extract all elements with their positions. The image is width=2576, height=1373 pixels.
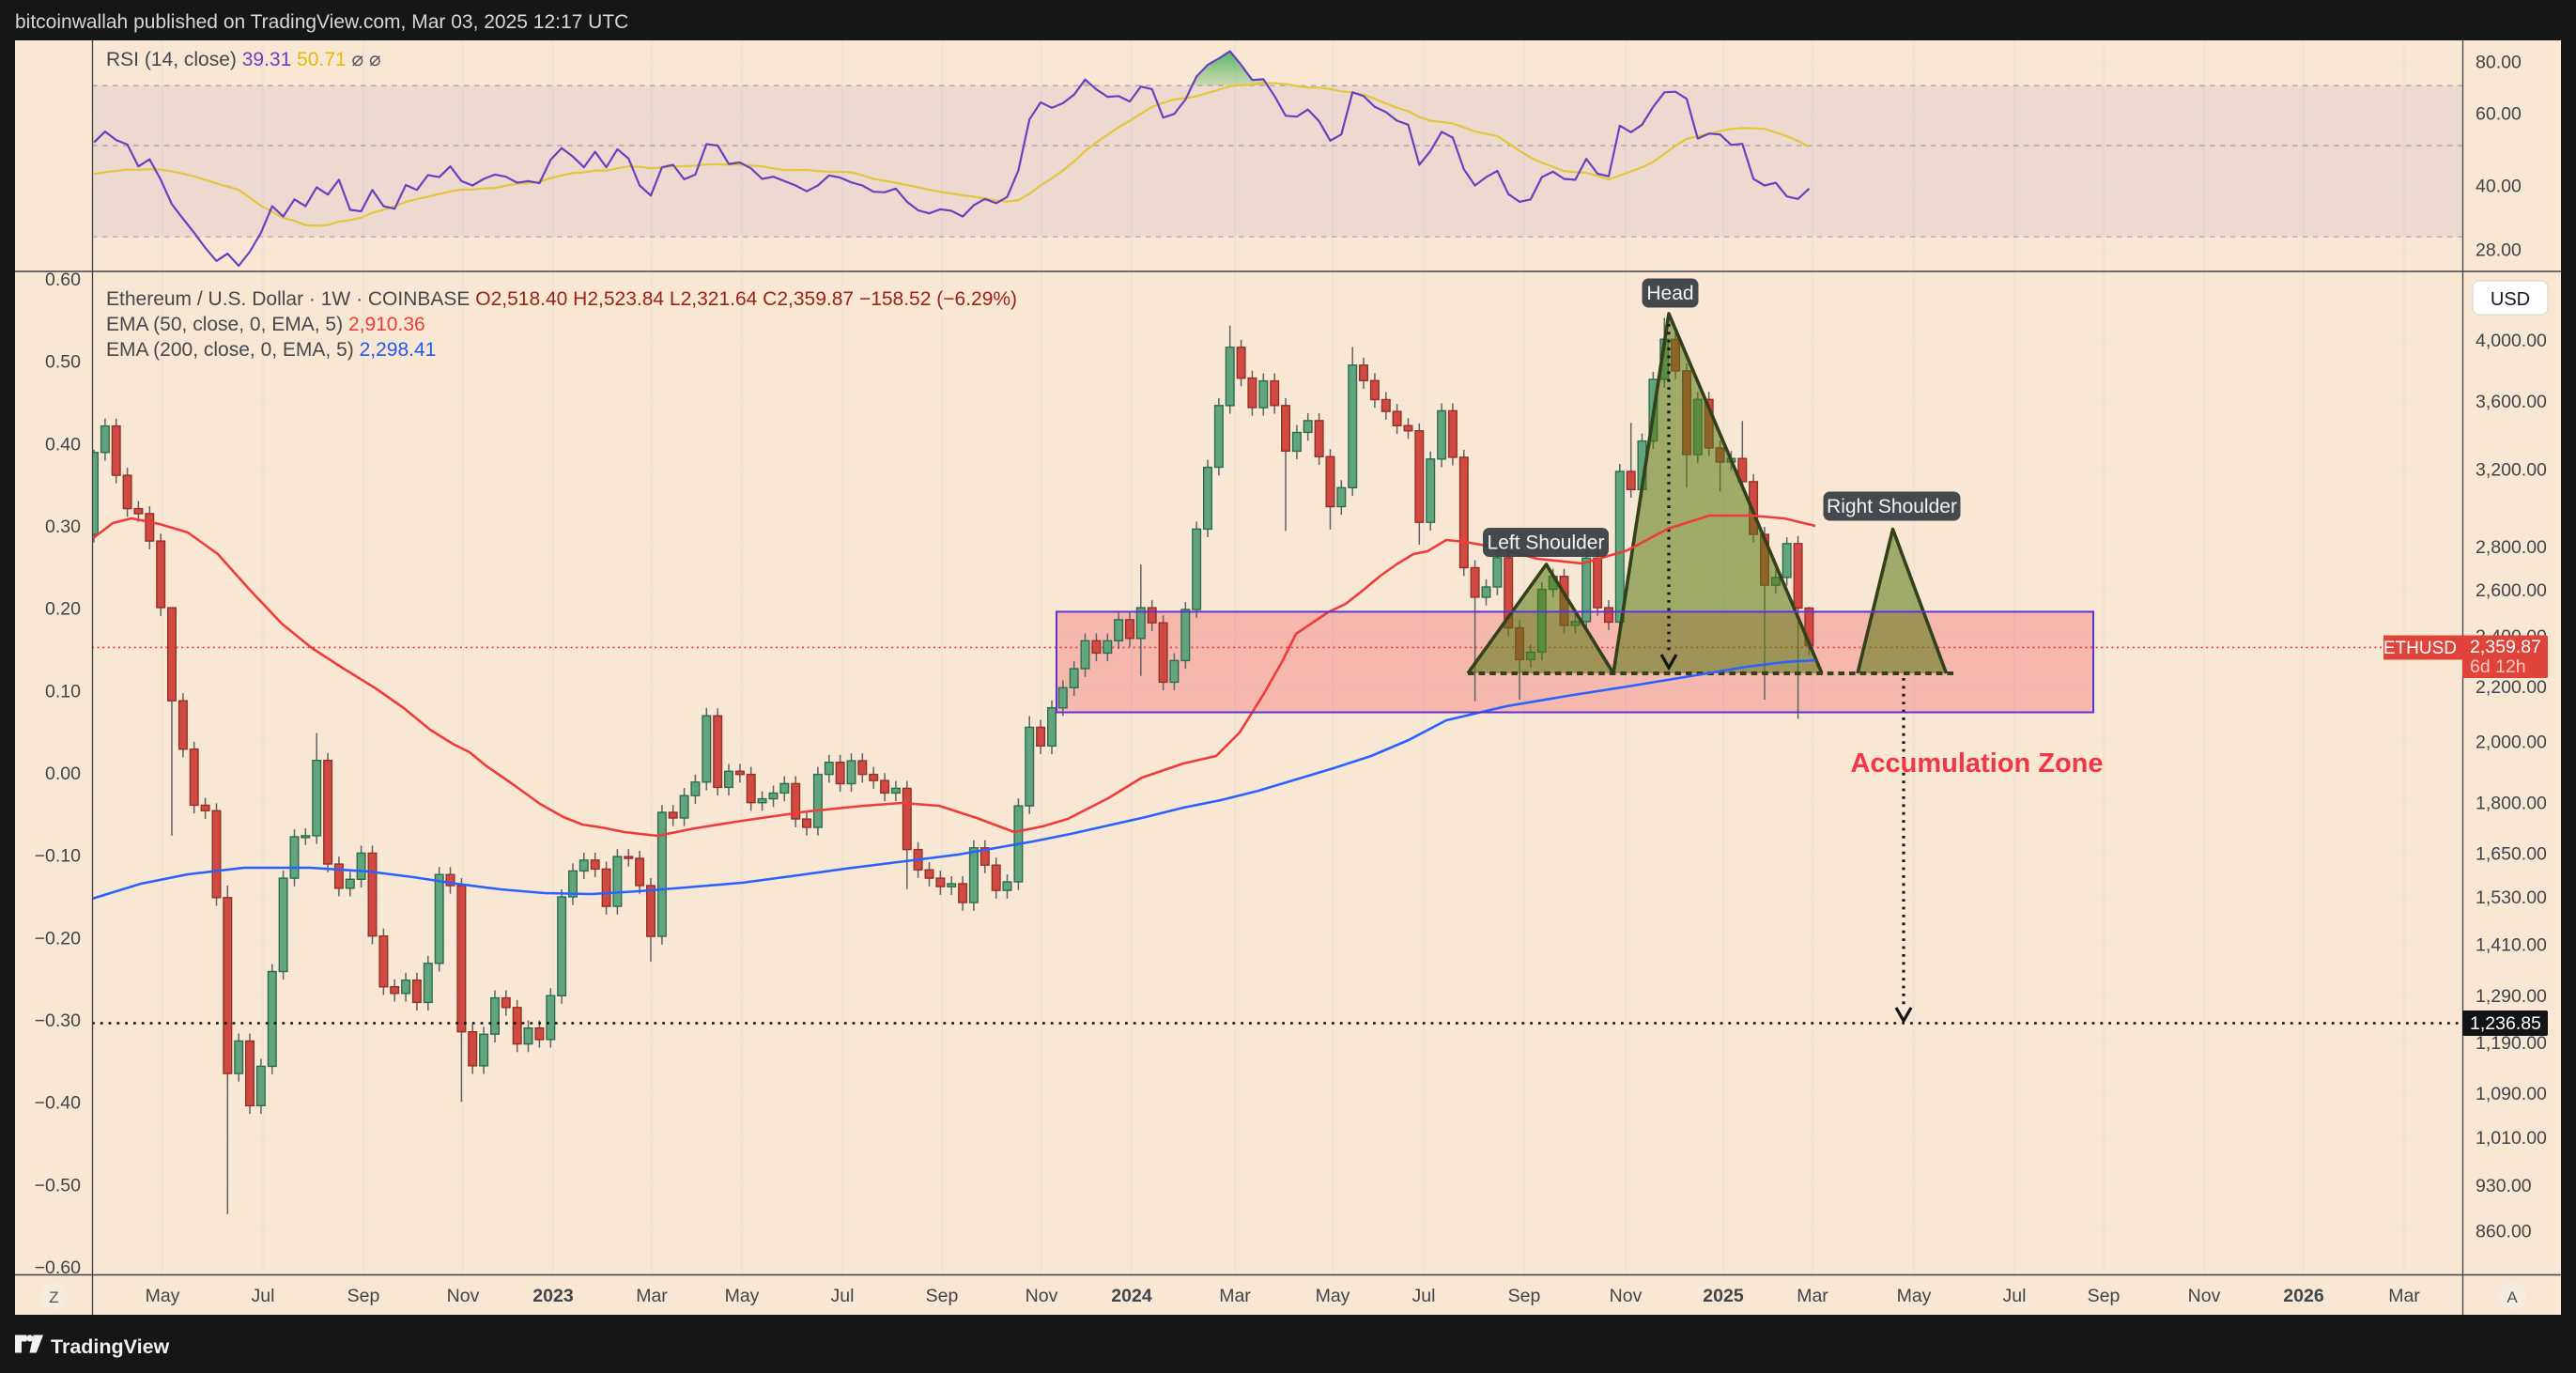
svg-text:0.40: 0.40 [45, 434, 81, 455]
svg-text:60.00: 60.00 [2476, 103, 2522, 124]
svg-text:TradingView: TradingView [51, 1335, 170, 1358]
svg-text:Mar: Mar [636, 1286, 668, 1306]
svg-text:Mar: Mar [1219, 1286, 1251, 1306]
svg-text:USD: USD [2491, 289, 2530, 310]
svg-text:−0.60: −0.60 [35, 1257, 81, 1278]
svg-text:Jul: Jul [252, 1286, 275, 1306]
svg-text:May: May [1897, 1286, 1932, 1306]
svg-text:0.00: 0.00 [45, 764, 81, 784]
svg-text:2025: 2025 [1703, 1286, 1744, 1306]
svg-text:1,236.85: 1,236.85 [2470, 1013, 2541, 1034]
svg-text:Left Shoulder: Left Shoulder [1488, 532, 1605, 554]
svg-text:−0.20: −0.20 [35, 928, 81, 949]
svg-text:EMA (200, close, 0, EMA, 5) 2: EMA (200, close, 0, EMA, 5) 2,298.41 [106, 339, 436, 361]
svg-text:Sep: Sep [926, 1286, 959, 1306]
svg-text:−0.50: −0.50 [35, 1175, 81, 1196]
svg-text:2,600.00: 2,600.00 [2476, 580, 2547, 601]
svg-text:Jul: Jul [2003, 1286, 2027, 1306]
svg-text:May: May [725, 1286, 760, 1306]
svg-text:4,000.00: 4,000.00 [2476, 331, 2547, 351]
svg-text:1,010.00: 1,010.00 [2476, 1128, 2547, 1149]
svg-text:Jul: Jul [1412, 1286, 1436, 1306]
svg-text:1,290.00: 1,290.00 [2476, 986, 2547, 1007]
svg-text:Z: Z [49, 1288, 58, 1306]
svg-text:EMA (50, close, 0, EMA, 5) 2,: EMA (50, close, 0, EMA, 5) 2,910.36 [106, 314, 425, 335]
svg-text:Sep: Sep [347, 1286, 380, 1306]
svg-text:0.20: 0.20 [45, 599, 81, 620]
svg-text:Jul: Jul [831, 1286, 855, 1306]
svg-text:1,800.00: 1,800.00 [2476, 794, 2547, 814]
svg-text:Mar: Mar [1797, 1286, 1828, 1306]
svg-text:3,200.00: 3,200.00 [2476, 460, 2547, 481]
svg-text:2024: 2024 [1111, 1286, 1152, 1306]
svg-text:40.00: 40.00 [2476, 177, 2522, 197]
svg-text:A: A [2507, 1288, 2518, 1306]
svg-text:Accumulation Zone: Accumulation Zone [1850, 748, 2103, 779]
svg-text:Nov: Nov [447, 1286, 480, 1306]
svg-text:2023: 2023 [532, 1286, 574, 1306]
svg-text:0.10: 0.10 [45, 681, 81, 702]
svg-text:ETHUSD: ETHUSD [2383, 639, 2457, 658]
svg-text:930.00: 930.00 [2476, 1176, 2532, 1196]
svg-text:0.60: 0.60 [45, 270, 81, 290]
svg-text:1,190.00: 1,190.00 [2476, 1033, 2547, 1054]
svg-text:0.30: 0.30 [45, 517, 81, 537]
svg-text:−0.10: −0.10 [35, 846, 81, 867]
svg-text:Ethereum / U.S. Dollar · 1W ·: Ethereum / U.S. Dollar · 1W · COINBASE O… [106, 288, 1017, 310]
svg-text:28.00: 28.00 [2476, 239, 2522, 260]
svg-text:2,000.00: 2,000.00 [2476, 733, 2547, 753]
svg-text:Head: Head [1646, 283, 1693, 304]
svg-text:Right Shoulder: Right Shoulder [1827, 496, 1957, 517]
svg-text:Sep: Sep [2088, 1286, 2121, 1306]
svg-text:−0.40: −0.40 [35, 1093, 81, 1114]
svg-text:Nov: Nov [1610, 1286, 1643, 1306]
svg-text:2,800.00: 2,800.00 [2476, 537, 2547, 558]
svg-text:−0.30: −0.30 [35, 1010, 81, 1031]
svg-text:6d 12h: 6d 12h [2470, 656, 2526, 677]
svg-text:May: May [146, 1286, 180, 1306]
svg-text:2,359.87: 2,359.87 [2470, 637, 2541, 657]
svg-text:2,200.00: 2,200.00 [2476, 677, 2547, 698]
svg-text:1,650.00: 1,650.00 [2476, 843, 2547, 864]
svg-text:1,530.00: 1,530.00 [2476, 887, 2547, 908]
svg-text:Mar: Mar [2388, 1286, 2420, 1306]
svg-text:1,410.00: 1,410.00 [2476, 934, 2547, 955]
svg-text:May: May [1316, 1286, 1350, 1306]
svg-text:bitcoinwallah published on Tra: bitcoinwallah published on TradingView.c… [15, 11, 628, 33]
svg-text:Nov: Nov [1026, 1286, 1058, 1306]
svg-text:1,090.00: 1,090.00 [2476, 1084, 2547, 1104]
svg-text:3,600.00: 3,600.00 [2476, 392, 2547, 412]
svg-text:80.00: 80.00 [2476, 53, 2522, 73]
svg-text:RSI (14, close) 39.31 50.71 ⌀: RSI (14, close) 39.31 50.71 ⌀ ⌀ [106, 49, 381, 70]
svg-text:Nov: Nov [2188, 1286, 2221, 1306]
svg-text:2026: 2026 [2283, 1286, 2324, 1306]
svg-text:0.50: 0.50 [45, 352, 81, 373]
svg-text:Sep: Sep [1508, 1286, 1541, 1306]
svg-text:860.00: 860.00 [2476, 1221, 2532, 1242]
